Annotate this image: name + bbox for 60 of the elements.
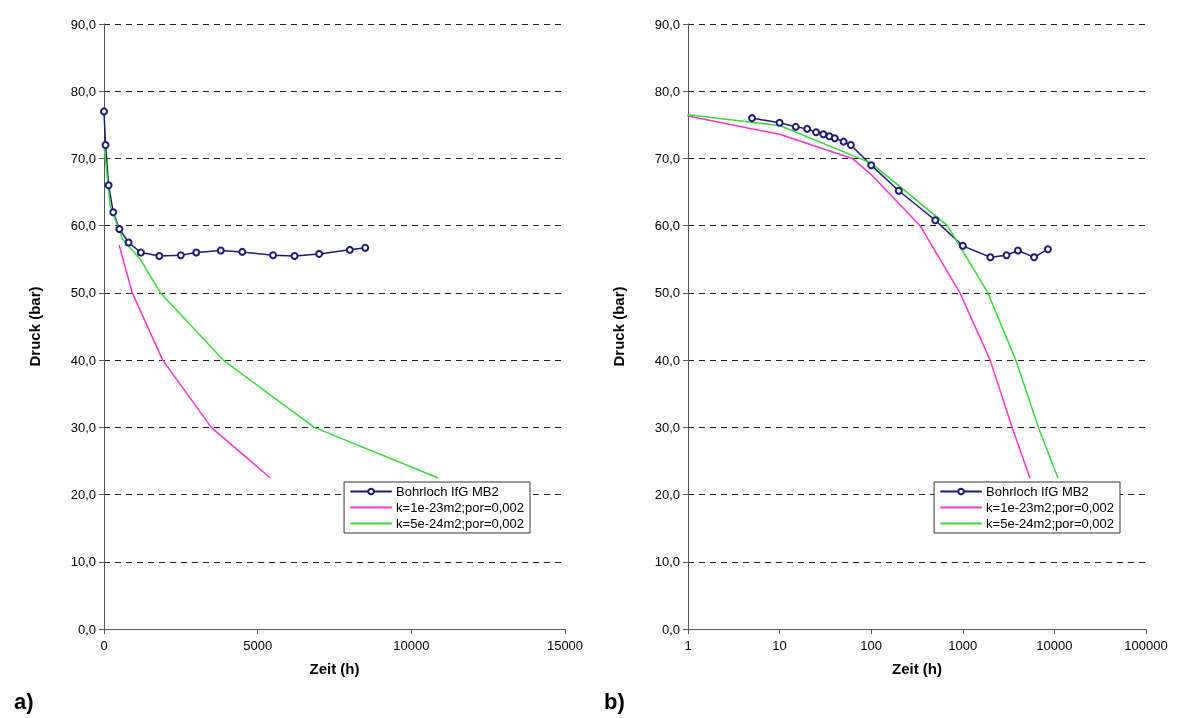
point [361,243,370,252]
point [192,248,201,257]
legend-label: k=1e-23m2;por=0,002 [396,500,525,515]
y-tick-label: 50,0 [654,285,680,301]
x-tick-label: 0 [100,638,108,653]
line-series [118,245,271,479]
y-tick-label: 30,0 [654,419,680,435]
point [124,238,133,247]
point [109,208,118,217]
y-tick-label: 20,0 [70,487,96,503]
y-axis-title: Druck (bar) [26,286,43,367]
y-tick-label: 0,0 [661,621,680,637]
y-tick-label: 50,0 [70,285,96,301]
y-tick-label: 0,0 [77,621,96,637]
point [290,251,299,260]
x-tick-label: 5000 [243,638,273,653]
legend-label: k=5e-24m2;por=0,002 [396,516,525,531]
text: a) [14,688,34,714]
x-tick-label: 1000 [948,638,978,653]
x-tick-label: 1 [684,638,692,653]
y-tick-label: 90,0 [654,16,680,32]
point [345,245,354,254]
y-tick-label: 40,0 [654,352,680,368]
point [101,141,110,149]
point [100,107,108,116]
y-tick-label: 60,0 [70,218,96,234]
legend-label: Bohrloch IfG MB2 [396,484,499,499]
y-tick-label: 20,0 [654,487,680,503]
legend-label: Bohrloch IfG MB2 [986,484,1089,499]
point [269,251,278,260]
point [155,251,164,260]
point [136,248,145,257]
point [238,247,247,256]
x-axis-title: Zeit (h) [309,660,360,677]
y-tick-label: 40,0 [70,352,96,368]
text: b) [604,688,625,714]
point [104,181,113,190]
legend-label: k=5e-24m2;por=0,002 [986,516,1115,531]
point [216,246,225,255]
point [315,249,324,258]
x-tick-label: 15000 [546,638,584,653]
x-tick-label: 100 [860,638,883,653]
x-tick-label: 10000 [1036,638,1073,653]
y-tick-label: 70,0 [654,150,680,166]
point [176,251,185,260]
y-tick-label: 70,0 [70,150,96,166]
y-tick-label: 80,0 [654,83,680,99]
legend-label: k=1e-23m2;por=0,002 [986,500,1115,515]
x-tick-label: 10 [772,638,787,653]
y-tick-label: 10,0 [70,554,96,570]
x-tick-label: 100000 [1124,638,1168,653]
y-tick-label: 60,0 [654,218,680,234]
y-tick-label: 10,0 [654,554,680,570]
x-axis-title: Zeit (h) [892,660,942,677]
y-tick-label: 30,0 [70,419,96,435]
point [115,225,124,234]
y-axis-title: Druck (bar) [610,286,627,367]
x-tick-label: 10000 [393,638,430,653]
y-tick-label: 80,0 [70,83,96,99]
y-tick-label: 90,0 [70,16,96,32]
